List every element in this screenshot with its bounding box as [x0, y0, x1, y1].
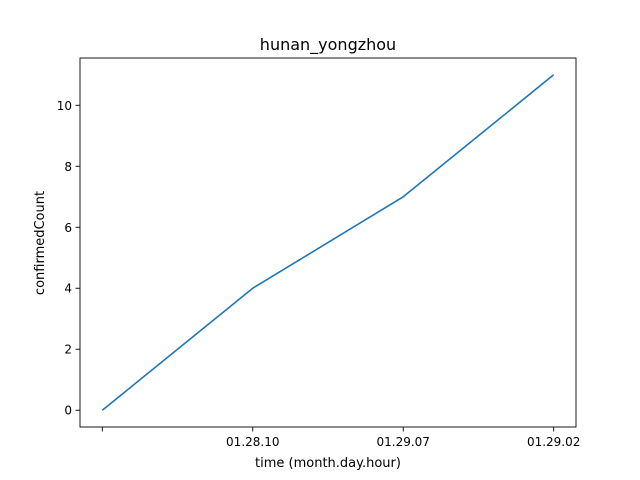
- y-tick-label: 6: [64, 221, 72, 235]
- y-axis-label: confirmedCount: [33, 191, 48, 295]
- y-tick-label: 0: [64, 404, 72, 418]
- series-line: [101, 74, 555, 411]
- x-tick-label: 01.28.10: [226, 435, 279, 449]
- y-tick-label: 10: [57, 99, 72, 113]
- y-tick-label: 4: [64, 282, 72, 296]
- axes-frame: [79, 57, 577, 428]
- y-tick-label: 8: [64, 160, 72, 174]
- x-axis-label: time (month.day.hour): [255, 456, 401, 471]
- y-tick-label: 2: [64, 343, 72, 357]
- x-tick-label: 01.29.02: [527, 435, 580, 449]
- plot-area: 01.28.10 01.29.07 01.29.02 0 2 4 6 8 10: [57, 57, 580, 449]
- x-tick-label: 01.29.07: [377, 435, 430, 449]
- chart-title: hunan_yongzhou: [260, 35, 396, 55]
